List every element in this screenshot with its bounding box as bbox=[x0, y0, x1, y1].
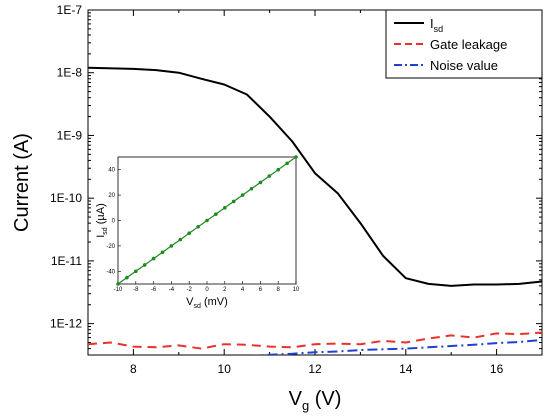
y-tick-label: 1E-9 bbox=[57, 128, 83, 142]
inset-data-point bbox=[285, 161, 289, 166]
inset-data-point bbox=[151, 256, 156, 261]
inset-data-point bbox=[160, 250, 165, 255]
x-tick-label: 8 bbox=[130, 362, 137, 376]
legend-label-sub: sd bbox=[434, 24, 444, 34]
inset-data-point bbox=[249, 186, 254, 191]
inset-x-title-main: V bbox=[186, 296, 194, 308]
legend-label-0: Isd bbox=[430, 16, 443, 34]
series-line-2 bbox=[252, 338, 542, 355]
inset-data-point bbox=[223, 206, 227, 210]
inset-data-point bbox=[196, 225, 200, 229]
inset-x-title-unit: (mV) bbox=[201, 296, 228, 308]
inset-x-tick-label: 0 bbox=[205, 287, 209, 293]
x-axis-title: Vg (V) bbox=[289, 388, 342, 413]
legend-label-main: Gate leakage bbox=[430, 37, 507, 52]
inset-x-tick-label: -6 bbox=[151, 287, 157, 293]
x-axis-title-unit: (V) bbox=[309, 388, 341, 410]
inset-x-tick-label: 2 bbox=[223, 287, 227, 293]
inset-x-tick-label: 8 bbox=[277, 287, 281, 293]
inset-data-point bbox=[231, 199, 236, 204]
y-tick-label: 1E-7 bbox=[57, 3, 83, 17]
inset-data-point bbox=[294, 155, 298, 159]
inset-x-tick-label: 10 bbox=[293, 287, 300, 293]
y-tick-label: 1E-12 bbox=[50, 317, 82, 331]
inset-data-point bbox=[205, 218, 209, 223]
legend-label-1: Gate leakage bbox=[430, 37, 507, 52]
x-axis-title-sub: g bbox=[302, 398, 309, 413]
inset-y-axis-title: Isd (µA) bbox=[95, 203, 109, 238]
inset-data-point bbox=[116, 282, 120, 286]
inset-x-tick-label: 6 bbox=[259, 287, 263, 293]
inset-y-tick-label: 20 bbox=[108, 193, 115, 199]
inset-y-title-main: I bbox=[95, 235, 107, 238]
y-tick-label: 1E-10 bbox=[50, 191, 82, 205]
inset-data-point bbox=[276, 167, 281, 172]
inset-data-point bbox=[178, 237, 183, 242]
inset-x-axis-title: Vsd (mV) bbox=[186, 296, 228, 310]
series-line-0 bbox=[88, 66, 542, 287]
y-axis-title: Current (A) bbox=[11, 133, 33, 232]
legend-label-main: Noise value bbox=[430, 58, 498, 73]
inset-data-point bbox=[214, 212, 218, 216]
x-tick-label: 16 bbox=[490, 362, 504, 376]
inset-y-title-unit: (µA) bbox=[95, 203, 107, 227]
inset-x-tick-label: -8 bbox=[133, 287, 139, 293]
inset-x-tick-label: -4 bbox=[169, 287, 175, 293]
inset-data-point bbox=[125, 275, 129, 280]
y-tick-label: 1E-8 bbox=[57, 66, 83, 80]
inset-y-title-sub: sd bbox=[102, 227, 109, 235]
x-axis-title-main: V bbox=[289, 388, 303, 410]
inset-x-tick-label: -10 bbox=[114, 287, 123, 293]
inset-y-tick-label: -20 bbox=[106, 244, 115, 250]
inset-data-point bbox=[240, 193, 245, 197]
inset-y-tick-label: 40 bbox=[108, 168, 115, 174]
inset-x-title-sub: sd bbox=[194, 303, 202, 310]
inset-data-point bbox=[142, 263, 147, 267]
legend-label-main: I bbox=[430, 16, 434, 31]
y-tick-label: 1E-11 bbox=[51, 254, 82, 268]
inset-data-point bbox=[267, 174, 272, 178]
inset-data-point bbox=[258, 180, 263, 185]
x-tick-label: 10 bbox=[218, 362, 232, 376]
inset-data-point bbox=[134, 269, 138, 274]
inset-x-tick-label: -2 bbox=[187, 287, 193, 293]
inset-x-tick-label: 4 bbox=[241, 287, 245, 293]
inset-y-tick-label: -40 bbox=[106, 269, 115, 275]
x-tick-label: 14 bbox=[399, 362, 413, 376]
series-line-1 bbox=[88, 331, 542, 350]
inset-data-point bbox=[169, 244, 174, 248]
legend-label-2: Noise value bbox=[430, 58, 498, 73]
inset-y-tick-label: 0 bbox=[112, 219, 116, 225]
x-tick-label: 12 bbox=[308, 362, 322, 376]
inset-data-point bbox=[187, 231, 191, 235]
